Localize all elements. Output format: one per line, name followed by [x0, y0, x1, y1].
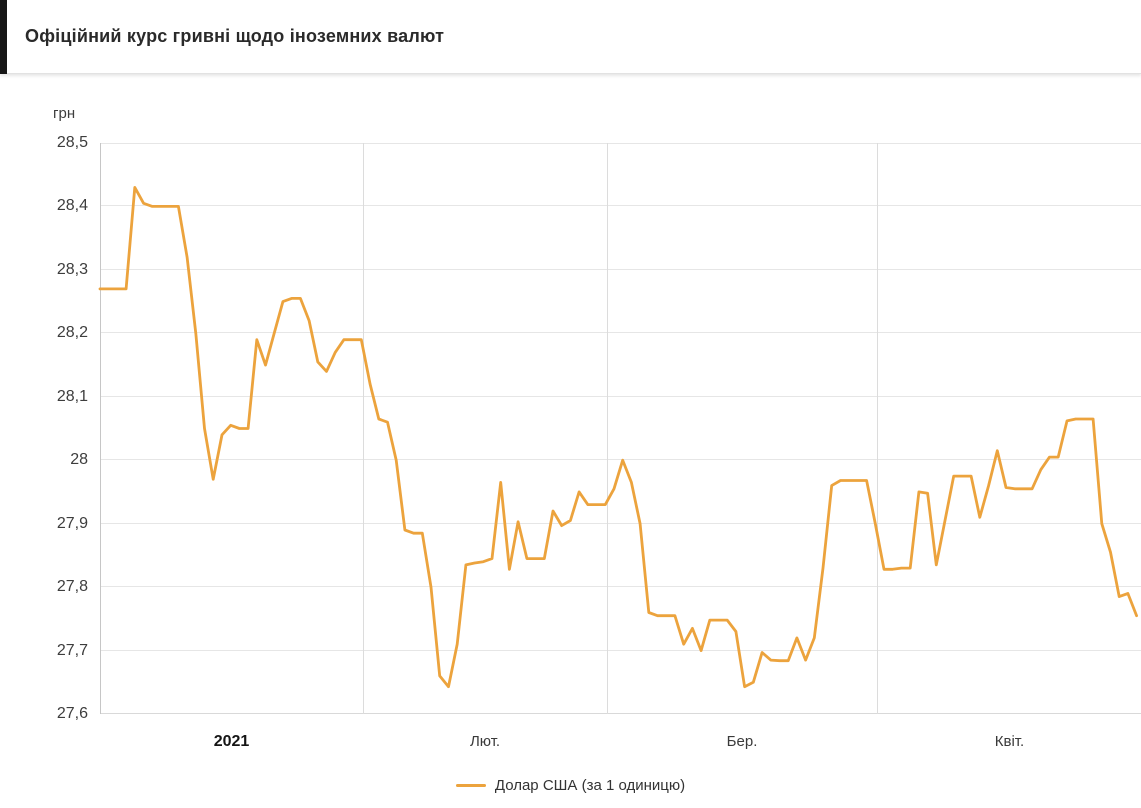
y-tick-label: 27,6: [56, 705, 88, 722]
x-tick-label: Бер.: [726, 733, 758, 750]
x-tick-label: Лют.: [469, 733, 501, 750]
legend: Долар США (за 1 одиницю): [0, 770, 1141, 800]
x-tick-label: Квіт.: [994, 733, 1025, 750]
x-tick-label: 2021: [213, 733, 250, 750]
y-axis-labels: 28,5 28,4 28,3 28,2 28,1 28 27,9 27,8 27,7 27,6: [0, 134, 88, 722]
y-tick-label: 28: [70, 451, 88, 469]
widget-header: Офіційний курс гривні щодо іноземних вал…: [0, 0, 1141, 74]
y-tick-label: 28,1: [56, 387, 88, 405]
y-tick-label: 28,4: [56, 197, 88, 215]
y-tick-label: 28,2: [56, 324, 88, 342]
chart-plot-area[interactable]: [98, 143, 1141, 714]
y-axis-unit-label: грн: [53, 105, 76, 122]
legend-item-usd[interactable]: Долар США (за 1 одиницю): [455, 776, 686, 794]
line-chart[interactable]: [98, 143, 1141, 714]
page-title: Офіційний курс гривні щодо іноземних вал…: [25, 26, 445, 46]
y-tick-label: 27,9: [56, 514, 88, 532]
header-accent-bar: [0, 0, 7, 74]
y-tick-label: 28,3: [56, 260, 88, 278]
legend-line-swatch: [455, 783, 486, 787]
y-tick-label: 27,8: [56, 578, 88, 596]
x-axis-labels: 2021 Лют. Бер. Квіт.: [100, 730, 1141, 756]
legend-label: Долар США (за 1 одиницю): [494, 776, 686, 794]
y-tick-label: 28,5: [56, 134, 88, 151]
y-tick-label: 27,7: [56, 641, 88, 659]
usd-rate-line: [98, 186, 1138, 689]
